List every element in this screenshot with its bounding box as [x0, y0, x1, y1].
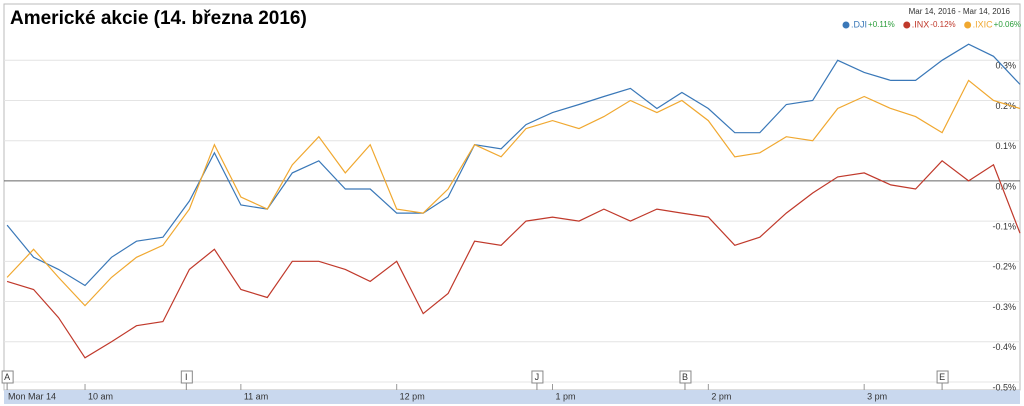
- legend-change: +0.11%: [868, 20, 895, 29]
- event-flag: [180, 370, 193, 384]
- event-label: E: [939, 372, 945, 382]
- date-label: Mon Mar 14: [8, 391, 56, 401]
- legend-name: .INX: [912, 19, 930, 29]
- legend-name: .DJI: [851, 19, 867, 29]
- series-line: [6, 159, 1021, 359]
- event-label: J: [535, 372, 540, 382]
- legend-marker: [903, 21, 911, 29]
- y-tick-label: -0.4%: [992, 342, 1016, 352]
- event-label: B: [682, 372, 688, 382]
- y-tick-label: -0.3%: [992, 302, 1016, 312]
- y-tick-label: 0.2%: [995, 101, 1016, 111]
- legend-marker: [842, 21, 850, 29]
- event-label: A: [4, 372, 10, 382]
- x-tick-label: 2 pm: [711, 391, 731, 401]
- legend-change: -0.12%: [930, 20, 955, 29]
- x-tick-label: 10 am: [88, 391, 113, 401]
- y-tick-label: -0.1%: [992, 222, 1016, 232]
- legend-name: .IXIC: [973, 19, 994, 29]
- x-tick-label: 11 am: [244, 391, 268, 401]
- y-tick-label: 0.1%: [995, 141, 1016, 151]
- y-tick-label: -0.5%: [992, 382, 1016, 392]
- series-line: [6, 79, 1021, 307]
- chart-title: Americké akcie (14. března 2016): [10, 8, 307, 29]
- y-tick-label: -0.2%: [992, 262, 1016, 272]
- date-range: Mar 14, 2016 - Mar 14, 2016: [909, 7, 1011, 16]
- event-flag: [679, 370, 692, 384]
- legend: .DJI +0.11% .INX -0.12% .IXIC +0.06%: [842, 19, 1021, 29]
- legend-change: +0.06%: [994, 20, 1021, 29]
- series-line: [6, 43, 1021, 287]
- x-tick-label: 3 pm: [867, 391, 887, 401]
- event-flag: [531, 370, 544, 384]
- event-flag: [1, 370, 14, 384]
- event-flag: [936, 370, 949, 384]
- legend-marker: [964, 21, 972, 29]
- plot-frame: [3, 3, 1021, 391]
- x-tick-label: 12 pm: [400, 391, 425, 401]
- y-tick-label: 0.3%: [995, 61, 1016, 71]
- time-strip: [4, 390, 1020, 404]
- x-tick-label: 1 pm: [556, 391, 576, 401]
- event-label: I: [185, 372, 188, 382]
- y-tick-label: 0.0%: [995, 181, 1016, 191]
